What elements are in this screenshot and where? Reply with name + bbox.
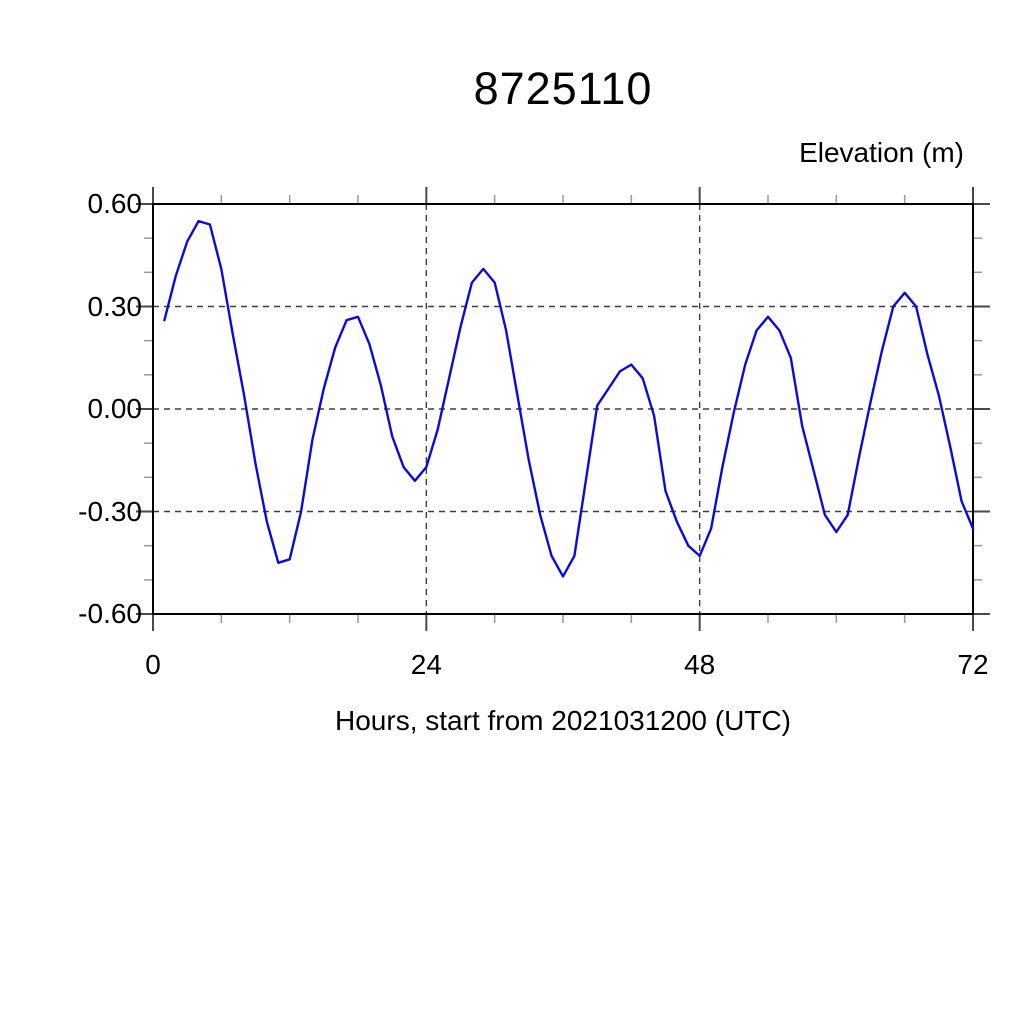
tidal-elevation-line [163, 219, 975, 578]
chart-title: 8725110 [473, 63, 653, 114]
plot-frame [152, 203, 974, 615]
x-tick-label: 72 [957, 649, 989, 680]
y-tick-label: -0.30 [78, 495, 142, 527]
y-tick-label: 0.30 [87, 290, 143, 322]
y-tick-label: 0.60 [87, 188, 143, 219]
x-tick-label: 0 [145, 649, 161, 680]
y-tick-label: -0.60 [78, 598, 142, 629]
x-tick-label: 24 [410, 649, 442, 680]
x-tick-label: 48 [684, 649, 716, 680]
y-tick-label: 0.00 [87, 393, 143, 424]
elevation-axis-label: Elevation (m) [799, 137, 964, 168]
x-axis-label: Hours, start from 2021031200 (UTC) [335, 705, 791, 736]
